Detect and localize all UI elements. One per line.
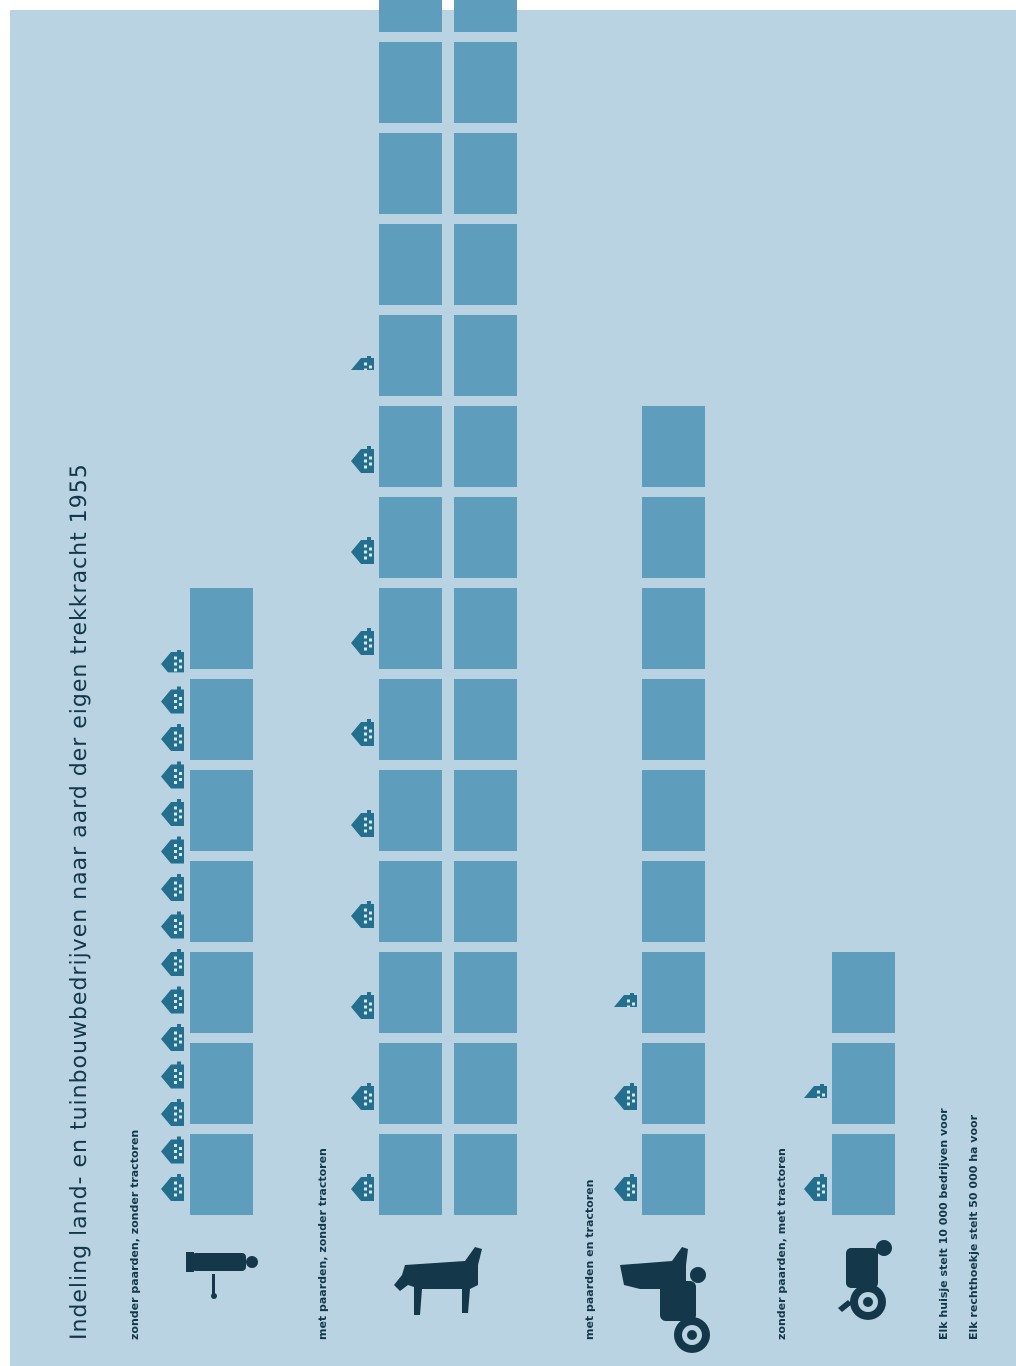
area-rectangle-2-26 xyxy=(454,497,517,578)
house-1-10 xyxy=(161,836,184,864)
area-rectangle-2-19 xyxy=(454,1134,517,1215)
icons-layer xyxy=(186,1240,892,1353)
category-label-3: met paarden en tractoren xyxy=(583,1179,596,1340)
area-rectangle-2-8 xyxy=(379,497,442,578)
chart-title: Indeling land- en tuinbouwbedrijven naar… xyxy=(67,463,92,1340)
house-1-9 xyxy=(161,874,184,901)
area-rectangle-2-6 xyxy=(379,679,442,760)
house-1-2 xyxy=(161,1136,184,1164)
area-rectangle-3-9 xyxy=(642,406,705,487)
house-4-2 xyxy=(804,1084,827,1098)
area-rectangle-2-23 xyxy=(454,770,517,851)
house-1-15 xyxy=(161,650,184,673)
house-2-6 xyxy=(351,719,374,746)
area-rectangle-2-29 xyxy=(454,224,517,305)
area-rectangle-4-2 xyxy=(832,1043,895,1124)
person-icon xyxy=(186,1252,258,1299)
horse-tractor-icon xyxy=(620,1247,710,1353)
area-rectangle-2-3 xyxy=(379,952,442,1033)
house-1-11 xyxy=(161,799,184,826)
area-rectangle-2-7 xyxy=(379,588,442,669)
category-label-4: zonder paarden, met tractoren xyxy=(775,1148,788,1340)
area-rectangle-2-9 xyxy=(379,406,442,487)
rectangles-layer xyxy=(190,0,895,1215)
area-rectangle-2-32 xyxy=(454,0,517,32)
house-3-3 xyxy=(614,993,637,1007)
house-4-1 xyxy=(804,1174,827,1201)
area-rectangle-3-6 xyxy=(642,679,705,760)
area-rectangle-2-22 xyxy=(454,861,517,942)
area-rectangle-1-3 xyxy=(190,952,253,1033)
house-1-4 xyxy=(161,1061,184,1089)
horse-icon xyxy=(394,1247,482,1315)
area-rectangle-2-4 xyxy=(379,861,442,942)
area-rectangle-2-28 xyxy=(454,315,517,396)
category-label-1: zonder paarden, zonder tractoren xyxy=(128,1129,141,1340)
house-1-5 xyxy=(161,1024,184,1051)
house-1-3 xyxy=(161,1099,184,1126)
house-1-13 xyxy=(161,724,184,751)
area-rectangle-3-7 xyxy=(642,588,705,669)
house-1-12 xyxy=(161,761,184,789)
house-2-2 xyxy=(351,1083,374,1110)
area-rectangle-2-24 xyxy=(454,679,517,760)
legend-houses: Elk huisje stelt 10 000 bedrijven voor xyxy=(937,1108,950,1340)
area-rectangle-3-5 xyxy=(642,770,705,851)
area-rectangle-2-20 xyxy=(454,1043,517,1124)
area-rectangle-2-11 xyxy=(379,224,442,305)
house-2-10 xyxy=(351,356,374,370)
houses-layer xyxy=(161,356,827,1201)
house-1-7 xyxy=(161,949,184,976)
area-rectangle-2-27 xyxy=(454,406,517,487)
house-3-2 xyxy=(614,1083,637,1110)
category-label-2: met paarden, zonder tractoren xyxy=(316,1148,329,1340)
house-2-1 xyxy=(351,1174,374,1201)
house-2-8 xyxy=(351,537,374,564)
house-2-4 xyxy=(351,901,374,928)
area-rectangle-2-25 xyxy=(454,588,517,669)
area-rectangle-4-3 xyxy=(832,952,895,1033)
area-rectangle-3-8 xyxy=(642,497,705,578)
area-rectangle-2-2 xyxy=(379,1043,442,1124)
area-rectangle-2-12 xyxy=(379,133,442,214)
area-rectangle-1-1 xyxy=(190,1134,253,1215)
house-1-8 xyxy=(161,911,184,939)
area-rectangle-2-10 xyxy=(379,315,442,396)
house-1-14 xyxy=(161,686,184,714)
tractor-icon xyxy=(838,1240,892,1320)
area-rectangle-1-5 xyxy=(190,770,253,851)
house-2-3 xyxy=(351,992,374,1019)
area-rectangle-1-6 xyxy=(190,679,253,760)
area-rectangle-3-2 xyxy=(642,1043,705,1124)
area-rectangle-2-5 xyxy=(379,770,442,851)
area-rectangle-2-30 xyxy=(454,133,517,214)
area-rectangle-1-7 xyxy=(190,588,253,669)
area-rectangle-2-13 xyxy=(379,42,442,123)
area-rectangle-2-1 xyxy=(379,1134,442,1215)
area-rectangle-3-1 xyxy=(642,1134,705,1215)
area-rectangle-2-14 xyxy=(379,0,442,32)
house-2-9 xyxy=(351,446,374,473)
area-rectangle-1-2 xyxy=(190,1043,253,1124)
legend-rectangles: Elk rechthoekje stelt 50 000 ha voor xyxy=(967,1115,980,1340)
area-rectangle-4-1 xyxy=(832,1134,895,1215)
house-1-1 xyxy=(161,1174,184,1201)
area-rectangle-3-4 xyxy=(642,861,705,942)
area-rectangle-3-3 xyxy=(642,952,705,1033)
house-2-5 xyxy=(351,810,374,837)
house-3-1 xyxy=(614,1174,637,1201)
area-rectangle-1-4 xyxy=(190,861,253,942)
house-2-7 xyxy=(351,628,374,655)
house-1-6 xyxy=(161,986,184,1014)
area-rectangle-2-31 xyxy=(454,42,517,123)
area-rectangle-2-21 xyxy=(454,952,517,1033)
